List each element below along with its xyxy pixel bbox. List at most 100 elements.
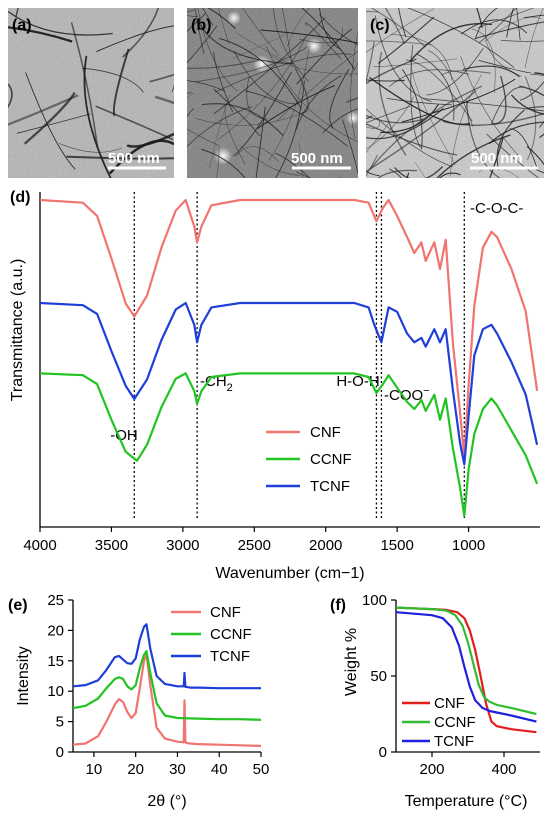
tem-fiber (273, 8, 309, 82)
tem-fiber (338, 176, 341, 178)
x-tick-label-d: 3500 (95, 537, 128, 554)
x-tick-label-e: 20 (127, 761, 144, 778)
tem-fiber (187, 80, 225, 92)
tem-fiber (213, 51, 233, 113)
tem-fiber (208, 94, 231, 169)
tem-fiber (366, 108, 444, 140)
tem-fiber (154, 95, 174, 105)
tem-fiber (366, 170, 380, 177)
legend-f: CNF CCNF TCNF (402, 695, 476, 750)
tem-fiber (422, 98, 544, 112)
tem-fiber (246, 77, 268, 120)
x-tick-label-e: 50 (253, 761, 270, 778)
tem-fiber (366, 96, 414, 150)
x-tick-label-f: 200 (419, 761, 444, 778)
tem-fiber (233, 50, 299, 105)
tem-fiber (390, 34, 453, 81)
series-line-ccnf (72, 649, 262, 721)
series-line-ccnf (39, 372, 539, 517)
tem-fiber (500, 39, 544, 42)
x-tick-label-e: 30 (169, 761, 186, 778)
tem-image-c: (c) 500 nm (366, 8, 544, 178)
scale-label-b: 500 nm (291, 150, 343, 167)
legend-label-d: CNF (310, 424, 341, 441)
tem-fiber (201, 103, 284, 137)
tem-fiber (213, 88, 261, 137)
tem-fiber (260, 29, 358, 44)
tem-fiber (149, 73, 174, 83)
tem-fiber (477, 8, 534, 29)
marker-label-d: -C-O-C- (470, 200, 523, 217)
tem-fiber (217, 38, 306, 141)
tem-fiber (426, 48, 484, 96)
y-tick-label-f: 100 (362, 592, 387, 609)
tem-fiber (485, 25, 523, 77)
panel-label-b: (b) (191, 17, 211, 34)
tem-fiber (439, 172, 461, 178)
y-tick-label-e: 15 (47, 653, 64, 670)
tem-fiber (410, 56, 456, 166)
tem-fiber (16, 113, 91, 134)
tem-image-a: (a) 500 nm (8, 8, 174, 178)
tem-fiber (366, 90, 477, 173)
tem-fiber (197, 8, 238, 92)
y-tick-label-e: 20 (47, 622, 64, 639)
panel-label-e: (e) (8, 597, 28, 614)
legend-label-d: CCNF (310, 451, 352, 468)
tem-fiber (414, 161, 426, 178)
tem-fiber (235, 146, 279, 162)
tem-fiber (108, 139, 174, 175)
tem-fiber (523, 14, 544, 19)
tem-fiber (271, 55, 358, 75)
tem-fiber (476, 8, 483, 28)
tem-fiber (366, 114, 424, 124)
marker-label-text: -C-O-C- (470, 200, 523, 217)
x-tick-label-d: 1500 (380, 537, 413, 554)
tem-fiber (524, 76, 537, 160)
legend-label-f: TCNF (434, 733, 474, 750)
tem-fiber (357, 8, 358, 10)
tem-fiber (366, 115, 373, 120)
tem-fiber (95, 105, 174, 141)
tem-fiber (394, 166, 444, 178)
tem-fiber (460, 19, 528, 35)
tem-fiber (389, 69, 470, 87)
legend-label-e: CCNF (210, 626, 252, 643)
tem-fiber (70, 22, 99, 149)
tem-fiber (491, 86, 524, 124)
tem-fiber (122, 8, 160, 58)
marker-label-sup: − (423, 385, 429, 397)
y-tick-label-e: 10 (47, 683, 64, 700)
panel-label-d: (d) (10, 189, 30, 206)
x-tick-label-d: 1000 (452, 537, 485, 554)
tem-fiber (478, 8, 517, 44)
series-line-tcnf (395, 611, 537, 723)
x-tick-label-e: 10 (86, 761, 103, 778)
tem-fiber (527, 106, 544, 109)
y-tick-label-f: 0 (379, 744, 387, 761)
ftir-chart: (d) 4000 3500 3000 2500 2000 1500 1000 -OH -CH2… (9, 189, 540, 582)
x-tick-label-f: 400 (491, 761, 516, 778)
legend-d: CNF CCNF TCNF (266, 424, 352, 495)
tem-fiber (171, 84, 174, 92)
tem-fiber (342, 119, 358, 175)
tem-fiber (275, 80, 305, 178)
tem-fiber (201, 148, 246, 178)
tem-fiber (366, 8, 435, 53)
tem-fiber (366, 11, 379, 13)
tga-chart: (f) 200 400 0 50 100 Weight % Temperature (°… (330, 592, 540, 810)
tem-fiber (474, 8, 499, 40)
tem-fiber (276, 50, 358, 121)
tem-fiber (398, 8, 407, 38)
legend-label-d: TCNF (310, 478, 350, 495)
tem-fiber (257, 85, 336, 129)
scale-label-a: 500 nm (108, 150, 160, 167)
tem-fiber (195, 46, 308, 83)
tem-fiber (474, 21, 544, 40)
tem-fiber (286, 8, 310, 47)
tem-fiber (319, 14, 358, 46)
tem-fiber (242, 8, 280, 57)
x-tick-label-d: 3000 (166, 537, 199, 554)
tem-fiber (305, 22, 342, 60)
